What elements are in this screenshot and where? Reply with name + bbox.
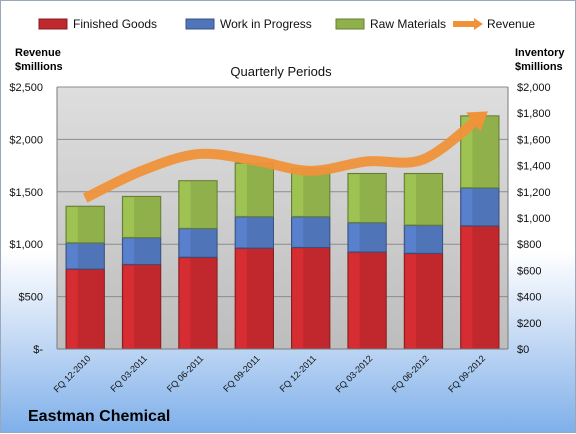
legend-arrow-icon: [474, 18, 483, 30]
left-tick-label: $2,000: [9, 134, 43, 146]
right-tick-label: $200: [517, 318, 541, 330]
bar-highlight: [461, 188, 473, 225]
bar-highlight: [67, 270, 78, 348]
legend-swatch: [38, 18, 68, 30]
right-tick-label: $1,600: [517, 134, 551, 146]
right-tick-label: $400: [517, 292, 541, 304]
x-tick-label: FQ 09-2012: [446, 353, 487, 394]
bar-highlight: [236, 249, 247, 348]
bar-finished-goods: [65, 268, 105, 350]
bar-raw-materials: [347, 172, 387, 224]
bar-highlight: [123, 197, 135, 237]
right-tick-label: $0: [517, 344, 529, 356]
right-tick-label: $800: [517, 239, 541, 251]
legend-label: Revenue: [487, 17, 535, 31]
bar-highlight: [236, 217, 247, 248]
bar-work-in-progress: [234, 216, 274, 249]
legend-swatch: [185, 18, 215, 30]
revenue-line: [82, 113, 483, 203]
x-tick-label: FQ 09-2011: [221, 353, 262, 394]
right-axis-title-line2: $millions: [515, 61, 563, 73]
left-axis-title-line2: $millions: [15, 61, 63, 73]
bar-highlight: [348, 253, 360, 348]
right-tick-label: $2,000: [517, 82, 551, 94]
bar-highlight: [123, 265, 135, 348]
bar-highlight: [405, 226, 417, 253]
left-tick-label: $2,500: [9, 82, 43, 94]
x-tick-label: FQ 03-2011: [108, 353, 149, 394]
bar-raw-materials: [403, 172, 444, 226]
bar-highlight: [123, 238, 135, 264]
bar-work-in-progress: [347, 222, 387, 253]
bars: [65, 115, 500, 350]
bar-highlight: [405, 254, 417, 348]
bar-finished-goods: [178, 256, 218, 350]
legend-label: Raw Materials: [370, 17, 446, 31]
bar-highlight: [405, 174, 417, 225]
revenue-line-layer: [82, 111, 488, 203]
bar-finished-goods: [347, 251, 387, 350]
right-tick-label: $1,800: [517, 108, 551, 120]
bar-raw-materials: [65, 205, 105, 244]
left-tick-label: $1,500: [9, 187, 43, 199]
legend: Finished Goods Work in Progress Raw Materi…: [38, 17, 535, 31]
bar-highlight: [236, 163, 247, 216]
bar-highlight: [461, 116, 473, 187]
bar-highlight: [179, 181, 191, 228]
bar-highlight: [348, 223, 360, 252]
bar-highlight: [179, 229, 191, 257]
right-tick-label: $600: [517, 265, 541, 277]
right-tick-label: $1,400: [517, 161, 551, 173]
bar-finished-goods: [460, 225, 500, 350]
chart-subtitle: Quarterly Periods: [230, 64, 332, 79]
left-tick-label: $1,000: [9, 239, 43, 251]
legend-swatch: [335, 18, 365, 30]
right-axis-title-line1: Inventory: [515, 47, 565, 59]
bar-raw-materials: [291, 167, 331, 218]
x-tick-label: FQ 03-2012: [333, 353, 374, 394]
bar-raw-materials: [178, 180, 218, 229]
company-name: Eastman Chemical: [28, 408, 170, 425]
bar-highlight: [292, 169, 304, 216]
legend-label: Finished Goods: [73, 17, 157, 31]
left-axis-title-line1: Revenue: [15, 47, 61, 59]
bar-highlight: [461, 226, 473, 348]
left-tick-label: $500: [19, 292, 43, 304]
x-tick-label: FQ 06-2012: [390, 353, 431, 394]
bar-highlight: [292, 248, 304, 348]
bar-highlight: [67, 207, 78, 242]
legend-label: Work in Progress: [220, 17, 312, 31]
right-tick-label: $1,200: [517, 187, 551, 199]
bar-highlight: [348, 174, 360, 222]
bar-raw-materials: [121, 195, 162, 239]
right-tick-label: $1,000: [517, 213, 551, 225]
x-tick-label: FQ 12-2011: [278, 353, 319, 394]
x-tick-label: FQ 06-2011: [165, 353, 206, 394]
x-tick-label: FQ 12-2010: [52, 353, 93, 394]
bar-highlight: [179, 258, 191, 348]
revenue-arrowhead: [466, 111, 488, 132]
bar-highlight: [292, 217, 304, 247]
bar-finished-goods: [403, 252, 444, 350]
left-tick-label: $-: [33, 344, 43, 356]
bar-finished-goods: [234, 247, 274, 350]
bar-highlight: [67, 243, 78, 269]
